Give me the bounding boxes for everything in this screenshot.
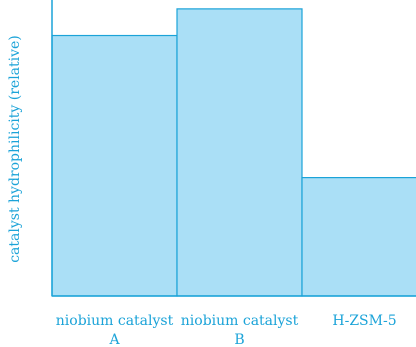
bars-group [51, 8, 416, 297]
x-tick-label-0-line-0: niobium catalyst [56, 313, 174, 329]
x-tick-label-1-line-0: niobium catalyst [181, 313, 299, 329]
bar-0 [51, 34, 178, 297]
bar-2 [301, 177, 416, 297]
axes-group [51, 0, 416, 297]
x-tick-label-0-line-1: A [108, 332, 120, 347]
y-axis-label: catalyst hydrophilicity (relative) [7, 35, 23, 263]
x-tick-label-1-line-1: B [234, 332, 244, 347]
x-tick-label-2-line-0: H-ZSM-5 [332, 313, 396, 329]
bar-1 [176, 8, 303, 297]
